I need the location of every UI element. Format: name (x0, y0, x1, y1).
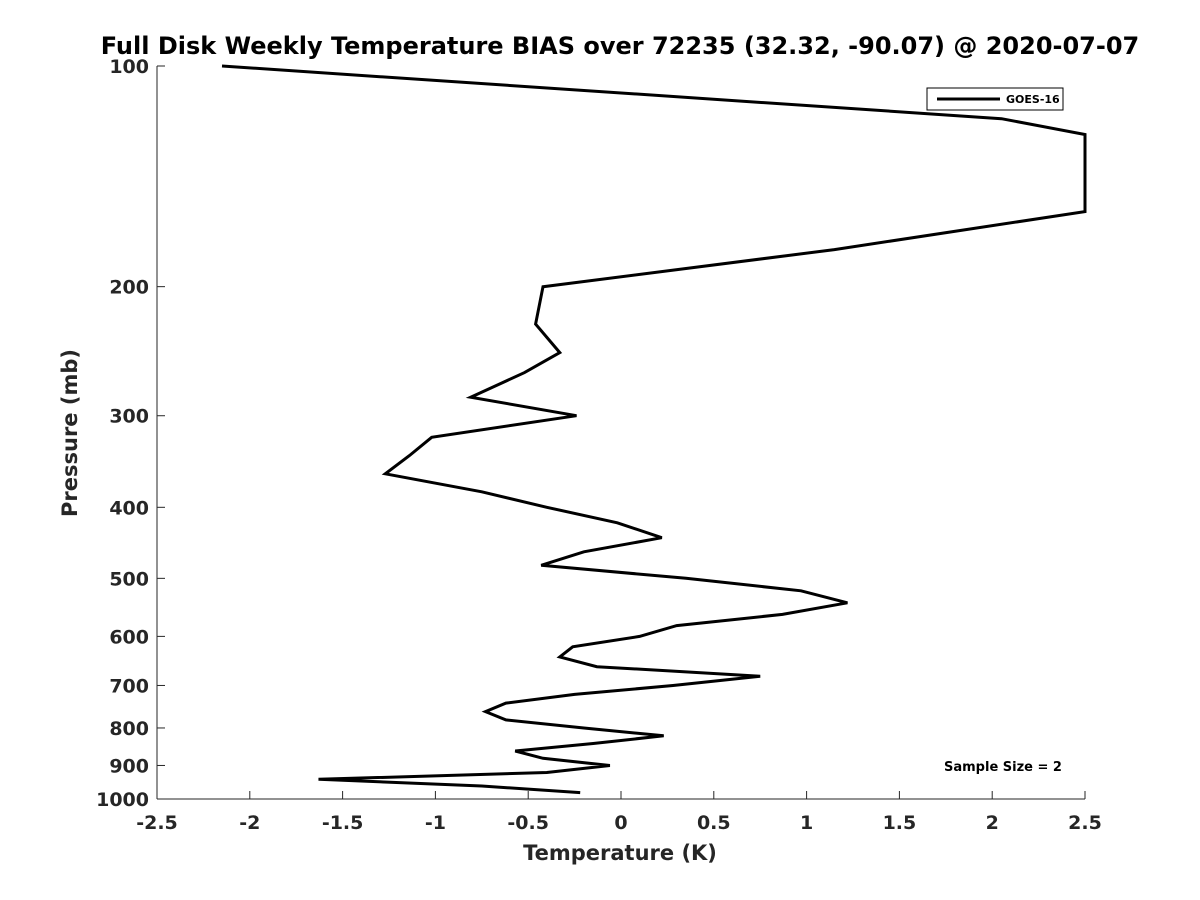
x-tick-label: 2.5 (1068, 812, 1102, 834)
sample-size-annotation: Sample Size = 2 (944, 760, 1062, 775)
legend: GOES-16 (926, 87, 1064, 111)
y-tick-label: 900 (109, 755, 149, 777)
y-tick-label: 700 (109, 675, 149, 697)
x-tick-label: -1 (425, 812, 446, 834)
y-tick-label: 600 (109, 626, 149, 648)
y-tick-label: 500 (109, 568, 149, 590)
legend-label-goes-16: GOES-16 (1006, 93, 1060, 106)
x-tick-label: 2 (986, 812, 999, 834)
y-tick-label: 1000 (96, 789, 149, 811)
y-tick-label: 200 (109, 277, 149, 299)
y-axis-label: Pressure (mb) (58, 349, 82, 517)
series-line-goes-16 (221, 64, 1087, 795)
x-tick-label: 0.5 (697, 812, 731, 834)
y-tick-label: 800 (109, 718, 149, 740)
ticks: -2.5 -2 -1.5 -1 -0.5 0 0.5 1 1.5 2 2.5 100 200 300 400… (96, 56, 1102, 834)
x-tick-label: 1 (800, 812, 813, 834)
x-tick-label: 0 (614, 812, 627, 834)
x-tick-label: -2 (239, 812, 260, 834)
y-tick-label: 400 (109, 497, 149, 519)
x-tick-label: -2.5 (136, 812, 178, 834)
chart-title: Full Disk Weekly Temperature BIAS over 7… (101, 32, 1140, 60)
series-layer (221, 64, 1087, 795)
x-tick-label: -1.5 (322, 812, 364, 834)
x-axis-label: Temperature (K) (523, 841, 717, 865)
x-tick-label: 1.5 (883, 812, 917, 834)
y-tick-label: 100 (109, 56, 149, 78)
y-tick-label: 300 (109, 406, 149, 428)
x-tick-label: -0.5 (507, 812, 549, 834)
